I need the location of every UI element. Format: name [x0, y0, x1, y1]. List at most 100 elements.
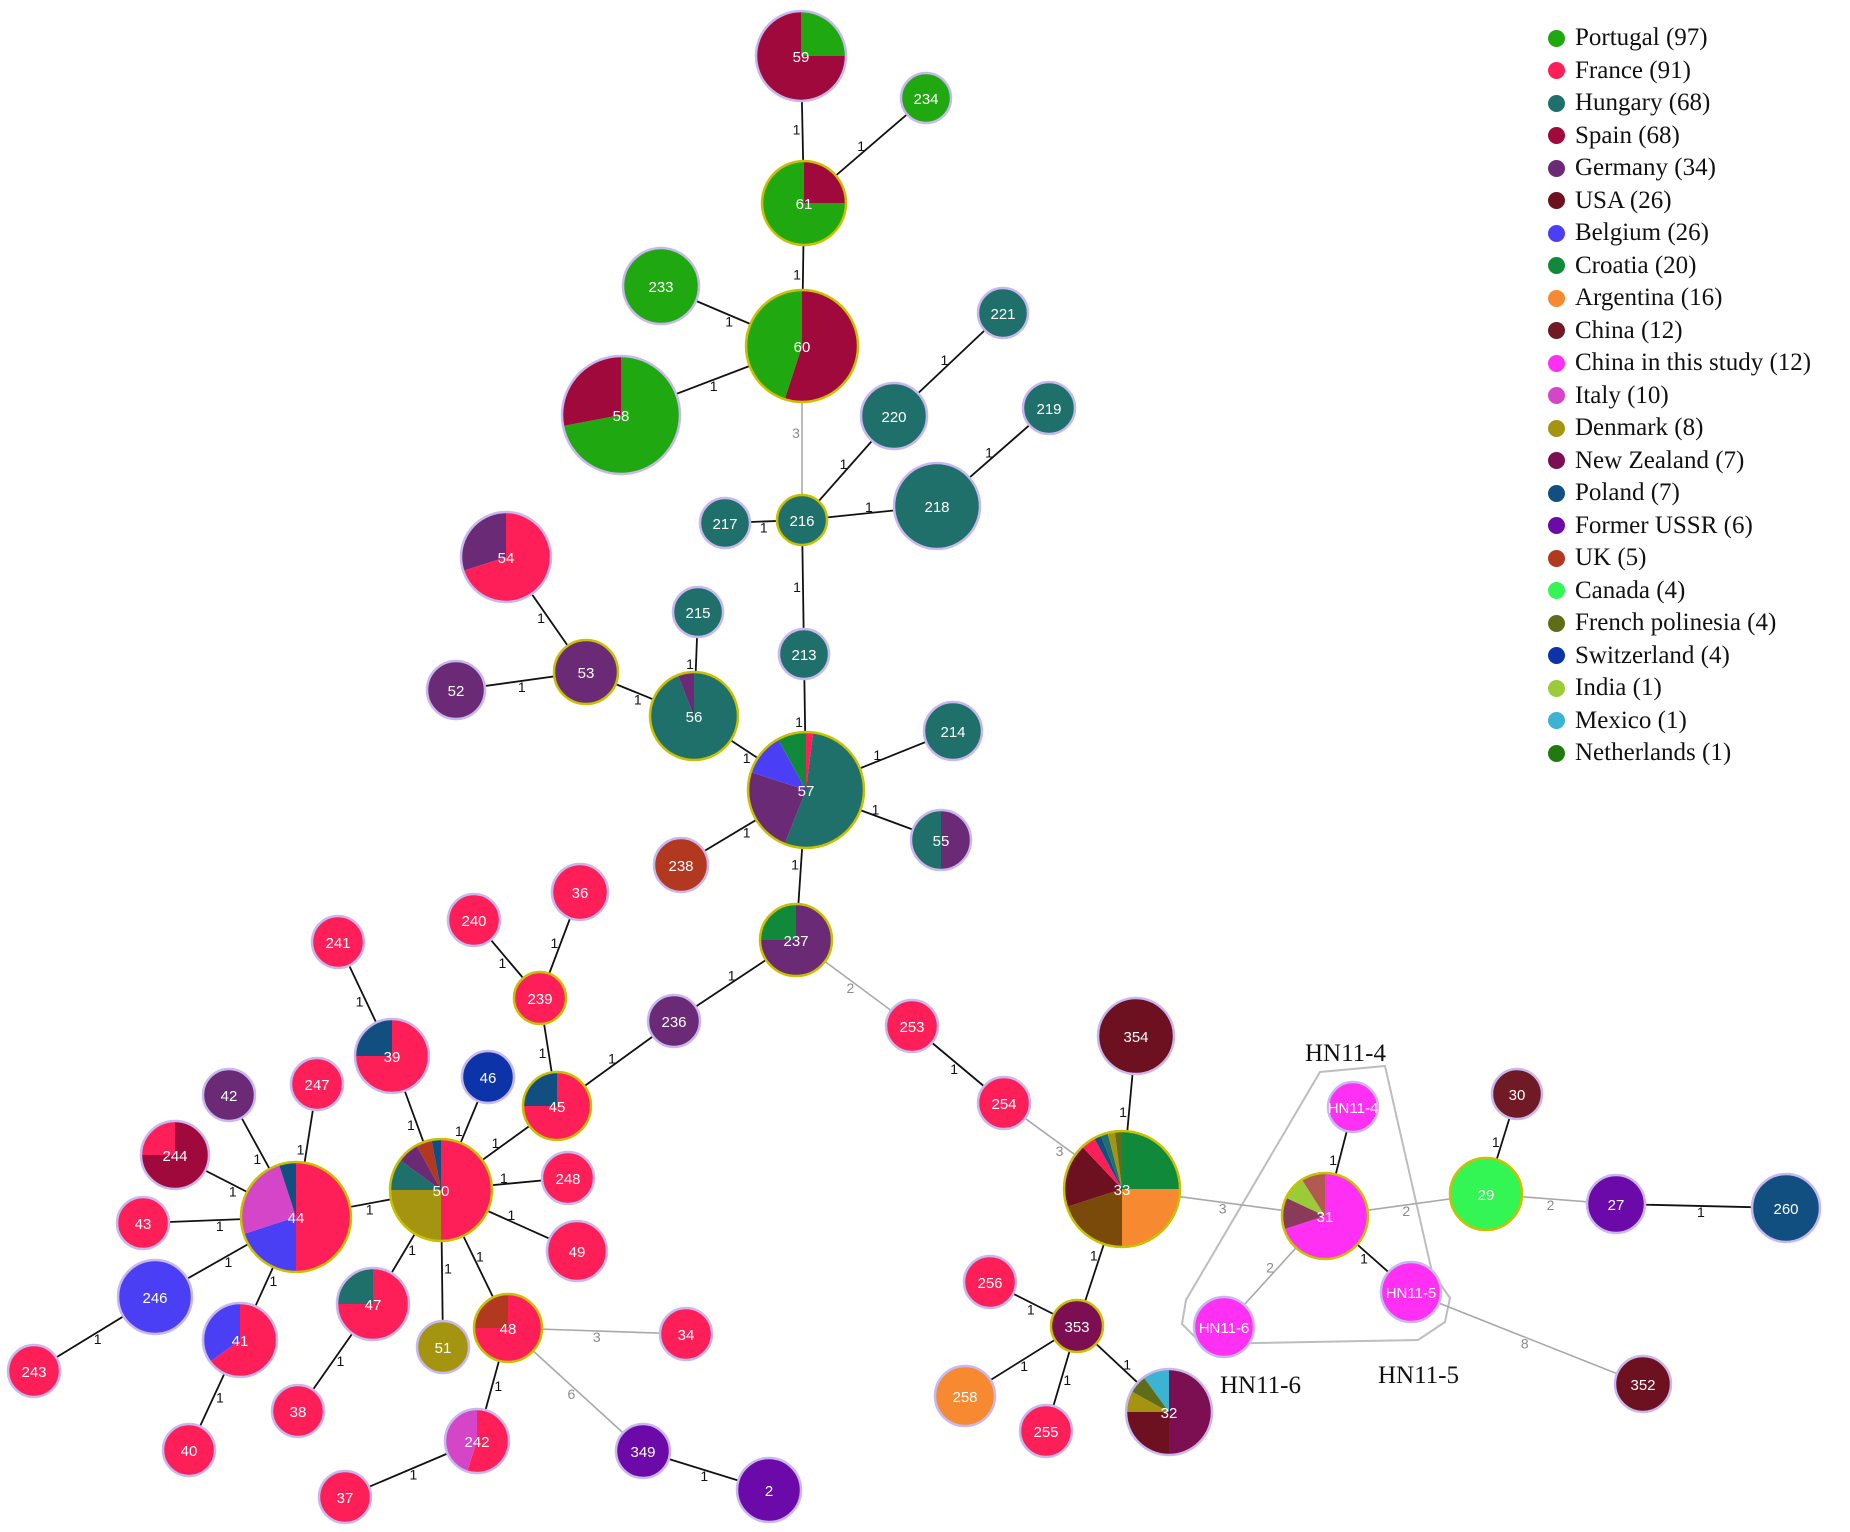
node-label: 29 — [1478, 1187, 1495, 1204]
node-border — [746, 730, 866, 850]
node-40[interactable]: 40 — [161, 1422, 217, 1478]
node-59[interactable]: 59 — [754, 9, 848, 103]
node-label: 32 — [1161, 1405, 1178, 1422]
node-38[interactable]: 38 — [270, 1383, 326, 1439]
node-213[interactable]: 213 — [777, 627, 831, 681]
node-241[interactable]: 241 — [310, 914, 366, 970]
node-hn11-6[interactable]: HN11-6 — [1192, 1295, 1256, 1359]
node-349[interactable]: 349 — [614, 1422, 672, 1480]
node-30[interactable]: 30 — [1490, 1067, 1544, 1121]
node-border — [521, 1070, 593, 1142]
node-56[interactable]: 56 — [648, 670, 740, 762]
pie-slice — [654, 838, 708, 892]
node-248[interactable]: 248 — [540, 1150, 596, 1206]
node-border — [201, 1067, 257, 1123]
node-hn11-5[interactable]: HN11-5 — [1379, 1260, 1443, 1324]
node-label: 244 — [162, 1148, 187, 1165]
node-44[interactable]: 44 — [239, 1160, 353, 1274]
node-51[interactable]: 51 — [415, 1319, 471, 1375]
node-55[interactable]: 55 — [909, 808, 973, 872]
node-label: 39 — [384, 1049, 401, 1066]
node-221[interactable]: 221 — [976, 286, 1030, 340]
pie-slice — [8, 1345, 60, 1397]
node-216[interactable]: 216 — [775, 493, 829, 547]
node-43[interactable]: 43 — [115, 1195, 171, 1251]
node-253[interactable]: 253 — [884, 998, 940, 1054]
node-244[interactable]: 244 — [139, 1119, 211, 1191]
node-219[interactable]: 219 — [1021, 380, 1077, 436]
legend-item: Portugal (97) — [1540, 22, 1840, 55]
node-41[interactable]: 41 — [201, 1301, 279, 1379]
node-243[interactable]: 243 — [6, 1343, 62, 1399]
pie-slice — [911, 810, 941, 870]
node-240[interactable]: 240 — [446, 892, 502, 948]
node-256[interactable]: 256 — [962, 1254, 1018, 1310]
edge-label: 2 — [1547, 1197, 1555, 1213]
node-52[interactable]: 52 — [425, 659, 487, 721]
node-29[interactable]: 29 — [1448, 1156, 1524, 1232]
node-46[interactable]: 46 — [460, 1049, 516, 1105]
node-27[interactable]: 27 — [1585, 1173, 1647, 1235]
node-214[interactable]: 214 — [922, 700, 984, 762]
node-255[interactable]: 255 — [1018, 1403, 1074, 1459]
pie-slice — [117, 1197, 169, 1249]
node-37[interactable]: 37 — [317, 1469, 373, 1525]
node-54[interactable]: 54 — [459, 510, 553, 604]
node-50[interactable]: 50 — [388, 1137, 494, 1243]
node-49[interactable]: 49 — [545, 1219, 609, 1283]
pie-slice — [272, 1385, 324, 1437]
node-60[interactable]: 60 — [744, 288, 860, 404]
node-260[interactable]: 260 — [1750, 1172, 1822, 1244]
node-218[interactable]: 218 — [892, 461, 982, 551]
node-57[interactable]: 57 — [746, 730, 866, 850]
node-border — [744, 288, 860, 404]
node-48[interactable]: 48 — [472, 1292, 544, 1364]
node-220[interactable]: 220 — [859, 381, 929, 451]
node-31[interactable]: 31 — [1280, 1171, 1370, 1261]
node-58[interactable]: 58 — [560, 354, 682, 476]
node-233[interactable]: 233 — [621, 246, 701, 326]
node-236[interactable]: 236 — [646, 993, 702, 1049]
node-hn11-4[interactable]: HN11-4 — [1326, 1080, 1380, 1134]
node-61[interactable]: 61 — [760, 159, 848, 247]
legend-label: USA (26) — [1575, 186, 1672, 214]
node-353[interactable]: 353 — [1049, 1298, 1105, 1354]
legend-dot-icon — [1548, 484, 1565, 502]
legend-label: New Zealand (7) — [1575, 446, 1745, 474]
node-238[interactable]: 238 — [652, 836, 710, 894]
legend-item: France (91) — [1540, 55, 1840, 88]
edge-label: 2 — [847, 980, 855, 996]
node-234[interactable]: 234 — [899, 71, 953, 125]
node-34[interactable]: 34 — [658, 1306, 714, 1362]
node-45[interactable]: 45 — [521, 1070, 593, 1142]
node-32[interactable]: 32 — [1124, 1367, 1214, 1457]
pie-slice — [978, 1077, 1030, 1129]
node-39[interactable]: 39 — [353, 1017, 431, 1095]
node-354[interactable]: 354 — [1096, 996, 1176, 1076]
node-label: 215 — [685, 605, 710, 622]
node-246[interactable]: 246 — [116, 1258, 194, 1336]
node-53[interactable]: 53 — [552, 638, 620, 706]
edge-label: 1 — [500, 1170, 508, 1186]
node-border — [425, 659, 487, 721]
node-47[interactable]: 47 — [335, 1266, 411, 1342]
node-254[interactable]: 254 — [976, 1075, 1032, 1131]
edge-label: 2 — [1402, 1203, 1410, 1219]
node-2[interactable]: 2 — [735, 1456, 803, 1524]
node-242[interactable]: 242 — [443, 1407, 511, 1475]
legend-item: Netherlands (1) — [1540, 737, 1840, 770]
edge-label: 1 — [492, 1135, 500, 1151]
node-33[interactable]: 33 — [1062, 1129, 1182, 1249]
node-42[interactable]: 42 — [201, 1067, 257, 1123]
node-247[interactable]: 247 — [289, 1056, 345, 1112]
node-237[interactable]: 237 — [758, 902, 834, 978]
node-36[interactable]: 36 — [550, 862, 610, 922]
node-258[interactable]: 258 — [933, 1364, 997, 1428]
node-215[interactable]: 215 — [671, 585, 725, 639]
node-239[interactable]: 239 — [512, 970, 568, 1026]
node-217[interactable]: 217 — [698, 496, 752, 550]
legend-item: Croatia (20) — [1540, 250, 1840, 283]
pie-slice — [779, 629, 829, 679]
node-352[interactable]: 352 — [1613, 1354, 1673, 1414]
